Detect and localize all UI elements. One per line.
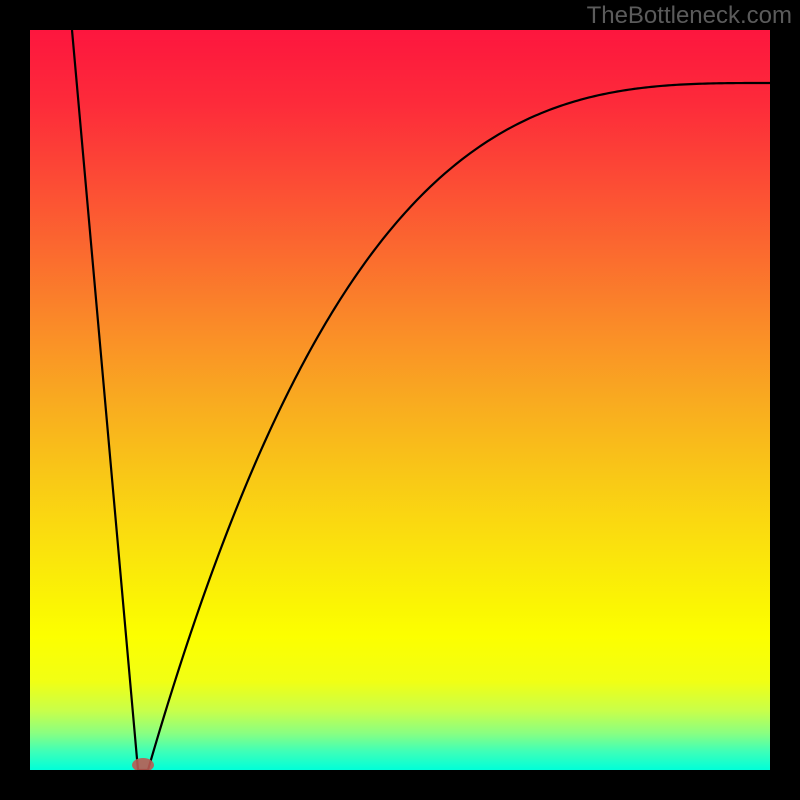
chart-frame: TheBottleneck.com <box>0 0 800 800</box>
optimal-point-marker <box>132 758 154 772</box>
plot-background <box>30 30 770 770</box>
bottleneck-chart <box>0 0 800 800</box>
watermark-text: TheBottleneck.com <box>587 2 792 30</box>
